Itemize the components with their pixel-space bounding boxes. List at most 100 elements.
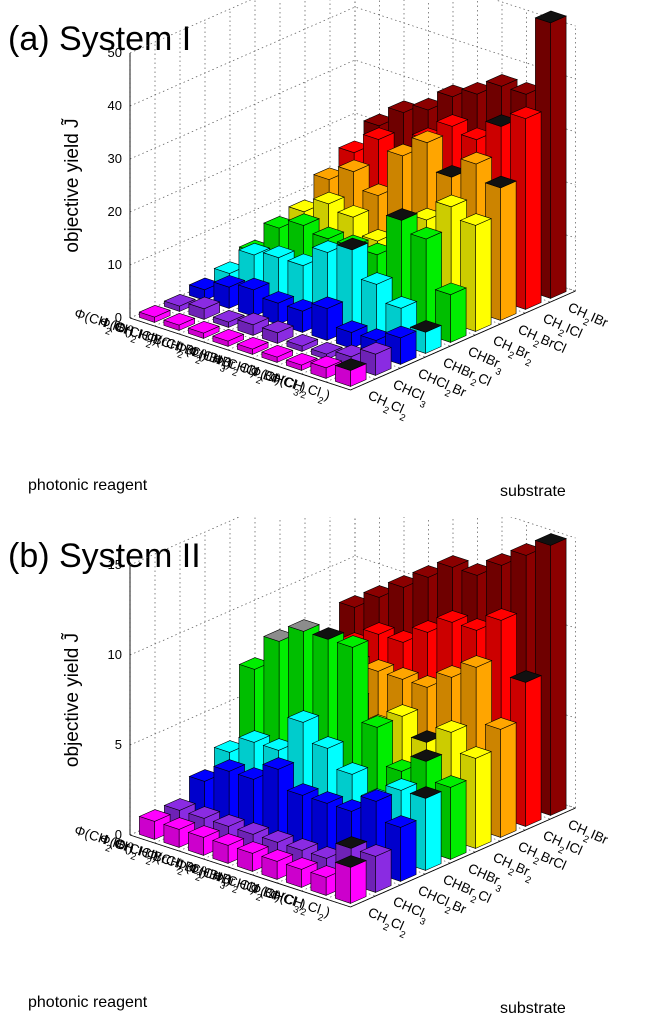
z-tick-label: 0 (115, 310, 122, 325)
bar-top-face (460, 151, 493, 165)
bar-top-face (236, 336, 269, 350)
z-axis-label: objective yield J̃ (61, 632, 83, 767)
bar-top-face (237, 312, 270, 326)
bar-top-face (312, 191, 345, 205)
y-axis-line (350, 290, 576, 391)
y-axis-label: substrate (500, 483, 566, 500)
bar-top-face (262, 245, 295, 259)
z-tick-label: 40 (108, 98, 122, 113)
substrate-label: CH2BrCl (514, 839, 569, 878)
bar (188, 277, 221, 301)
bar-top-face (213, 759, 246, 772)
bar (286, 333, 319, 352)
bar (212, 328, 245, 347)
bar-top-face (362, 659, 395, 672)
chart-panel-a: (a) System I 0 10 20 30 40 50 objective yield J… (8, 0, 611, 500)
bar-top-face (212, 814, 245, 827)
bar-top-face (360, 789, 393, 802)
chart-panel-b: (b) System II 0 5 10 15 objective yield J̃ Φ(C… (0, 517, 651, 1034)
bar-top-face (362, 622, 395, 635)
bar-top-face (337, 205, 370, 218)
bar-top-face (484, 717, 517, 730)
bar-top-face (285, 352, 318, 366)
bar (359, 342, 392, 376)
bar (334, 855, 367, 904)
z-tick-label: 0 (115, 827, 122, 842)
bar-top-face (360, 272, 393, 285)
bar-top-face (237, 277, 270, 291)
z-tick-label: 15 (108, 557, 122, 572)
bar-top-face (334, 855, 367, 868)
bar-top-face (509, 670, 542, 683)
bar-top-face (434, 775, 467, 788)
bar (163, 817, 196, 848)
bar3d-chart-system-2: (b) System II 0 5 10 15 objective yield J̃ Φ(C… (8, 517, 611, 1017)
bar-front-face (525, 111, 542, 310)
bar-top-face (163, 817, 196, 830)
substrate-label: CH2IBr (564, 817, 611, 853)
z-tick-label: 50 (108, 45, 122, 60)
bar-top-face (261, 344, 294, 358)
bar-front-face (550, 538, 567, 816)
bar-front-face (400, 820, 417, 882)
x-axis-line (129, 834, 351, 908)
bar-top-face (384, 325, 417, 339)
bar-top-face (436, 114, 469, 127)
bar-top-face (460, 655, 493, 668)
bar-top-face (386, 704, 419, 717)
bar (163, 312, 196, 331)
bar (138, 304, 171, 323)
bar (163, 293, 196, 312)
bar-front-face (475, 218, 492, 332)
bar-top-face (212, 328, 245, 342)
bar-top-face (459, 213, 492, 226)
bar-top-face (436, 610, 469, 623)
bar-top-face (163, 798, 196, 811)
bar-top-face (311, 736, 344, 749)
bar-top-face (409, 786, 442, 799)
substrate-label: CHBr2Cl (439, 355, 494, 394)
bar-top-face (509, 106, 542, 119)
bar-top-face (286, 333, 319, 347)
bar-top-face (335, 836, 368, 849)
bar-front-face (500, 180, 517, 321)
bar (188, 296, 221, 320)
substrate-label: CH2BrCl (514, 322, 569, 361)
bar-front-face (350, 860, 367, 904)
bar-top-face (484, 175, 517, 189)
bar-top-face (188, 806, 221, 819)
bar (261, 849, 294, 880)
bar-top-face (262, 757, 295, 770)
substrate-label: CH2Br2 (489, 850, 537, 886)
bar (236, 336, 269, 355)
bar-top-face (261, 849, 294, 862)
bar-top-face (359, 844, 392, 857)
bar-top-face (312, 226, 345, 240)
bar-top-face (213, 275, 246, 288)
bar-front-face (500, 722, 517, 838)
bar-top-face (212, 309, 245, 323)
bar-front-face (425, 791, 442, 871)
x-axis-label: photonic reagent (28, 477, 148, 494)
substrate-label: CH2ICl (539, 828, 585, 864)
substrate-label: CH2Cl2 (364, 388, 411, 424)
bar-top-face (212, 833, 245, 846)
bar-top-face (359, 342, 392, 355)
bar (285, 857, 318, 888)
bars (138, 10, 567, 387)
x-axis-line (129, 317, 351, 391)
bar-top-face (361, 715, 394, 728)
y-axis-line (350, 807, 576, 908)
bar-top-face (287, 213, 320, 226)
bar-top-face (236, 841, 269, 854)
bar-top-face (411, 130, 444, 144)
bar-top-face (237, 822, 270, 835)
z-tick-label: 30 (108, 151, 122, 166)
bar-top-face (485, 74, 518, 87)
y-axis-label: substrate (500, 1000, 566, 1017)
bar-top-face (187, 825, 220, 838)
bar-side-face (335, 861, 351, 904)
bar-front-face (375, 849, 392, 893)
bar3d-chart-system-1: (a) System I 0 10 20 30 40 50 objective yield J… (8, 0, 611, 500)
bar-top-face (385, 208, 418, 221)
